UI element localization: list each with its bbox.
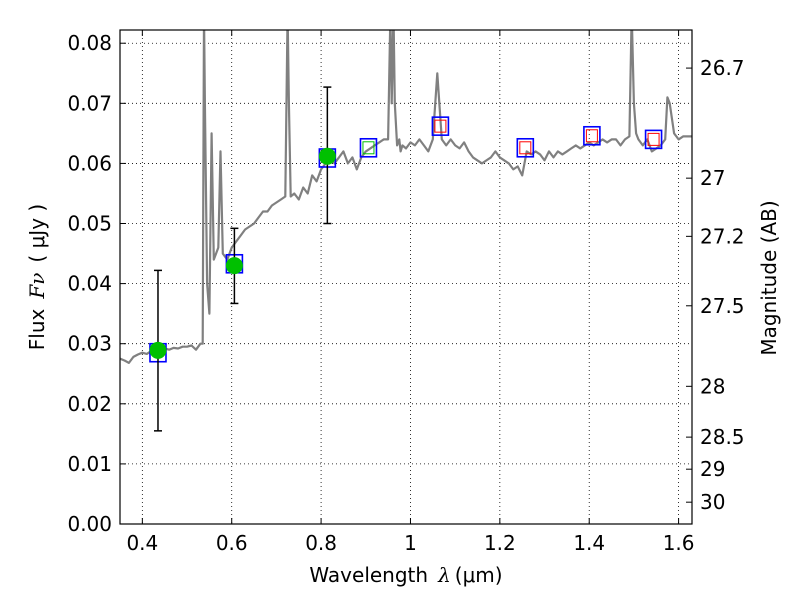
observed-point-group: [318, 86, 336, 225]
model-box: [359, 137, 378, 158]
model-box: [644, 129, 663, 150]
observed-point-group: [149, 269, 167, 432]
x-tick-label: 1.6: [663, 531, 695, 555]
model-box: [516, 137, 535, 158]
y2-tick-label: 28.5: [700, 425, 745, 449]
y-tick-label: 0.01: [67, 452, 112, 476]
observed-point: [318, 147, 336, 165]
model-box: [583, 125, 601, 146]
y2-tick-label: 26.7: [700, 56, 745, 80]
y-tick-label: 0.08: [67, 31, 112, 55]
y-axis-label: FluxFν( μJy ): [25, 204, 49, 350]
synthetic-box: [585, 129, 598, 143]
y-tick-label: 0.00: [67, 512, 112, 536]
y-tick-label: 0.05: [67, 212, 112, 236]
y2-axis-label: Magnitude (AB): [757, 200, 781, 355]
y2-tick-label: 27: [700, 166, 725, 190]
y2-tick-label: 30: [700, 490, 725, 514]
y-tick-label: 0.04: [67, 272, 112, 296]
y-tick-label: 0.06: [67, 151, 112, 175]
spectrum-line: [120, 30, 692, 364]
observed-point: [149, 341, 167, 359]
plot-frame: [119, 29, 693, 525]
plot-area: [120, 30, 692, 432]
observed-point-group: [225, 227, 243, 305]
synthetic-box: [362, 141, 375, 155]
synthetic-box: [647, 132, 660, 146]
x-tick-label: 0.6: [216, 531, 248, 555]
x-tick-label: 1.4: [573, 531, 605, 555]
model-box: [431, 116, 450, 136]
y-tick-label: 0.07: [67, 91, 112, 115]
x-tick-label: 1.2: [484, 531, 516, 555]
synthetic-box: [519, 141, 532, 155]
y2-tick-label: 27.5: [700, 294, 745, 318]
y2-tick-label: 29: [700, 457, 725, 481]
y-tick-label: 0.02: [67, 392, 112, 416]
x-tick-label: 0.8: [305, 531, 337, 555]
y2-tick-label: 28: [700, 374, 725, 398]
observed-point: [225, 257, 243, 275]
x-axis-label: Wavelength λ (μm): [309, 563, 502, 587]
x-tick-label: 0.4: [126, 531, 158, 555]
x-tick-label: 1: [404, 531, 417, 555]
y2-tick-label: 27.2: [700, 224, 745, 248]
synthetic-box: [434, 119, 447, 133]
axis-ticks: 0.4 0.6 0.8 1 1.2 1.4 1.6 0.00 0.01 0.02 0.03 0.04 0…: [67, 30, 745, 555]
y-tick-label: 0.03: [67, 332, 112, 356]
